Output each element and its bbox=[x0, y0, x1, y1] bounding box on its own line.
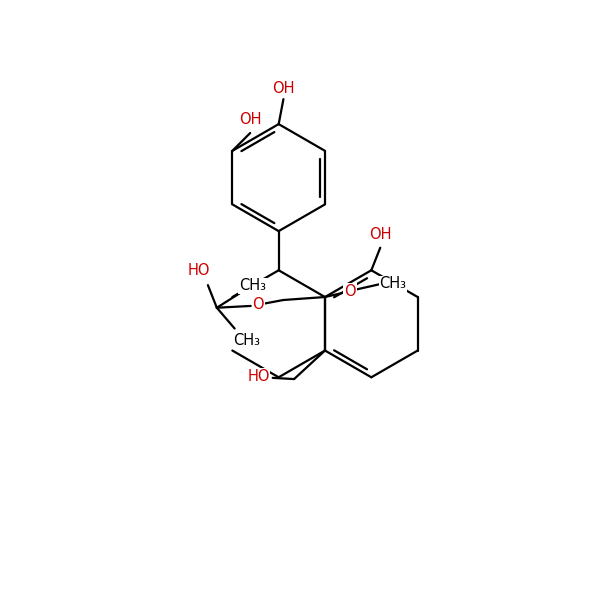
Text: O: O bbox=[253, 297, 264, 312]
Text: O: O bbox=[344, 284, 356, 299]
Text: OH: OH bbox=[369, 227, 391, 242]
Text: CH₃: CH₃ bbox=[379, 277, 406, 292]
Text: OH: OH bbox=[239, 112, 262, 127]
Text: HO: HO bbox=[188, 263, 210, 278]
Text: OH: OH bbox=[272, 81, 295, 96]
Text: HO: HO bbox=[247, 369, 269, 384]
Text: CH₃: CH₃ bbox=[233, 333, 260, 348]
Text: CH₃: CH₃ bbox=[239, 278, 266, 293]
